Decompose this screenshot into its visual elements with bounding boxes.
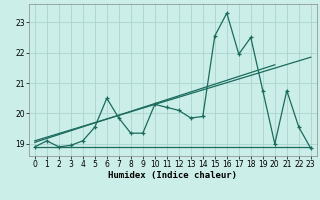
X-axis label: Humidex (Indice chaleur): Humidex (Indice chaleur) — [108, 171, 237, 180]
